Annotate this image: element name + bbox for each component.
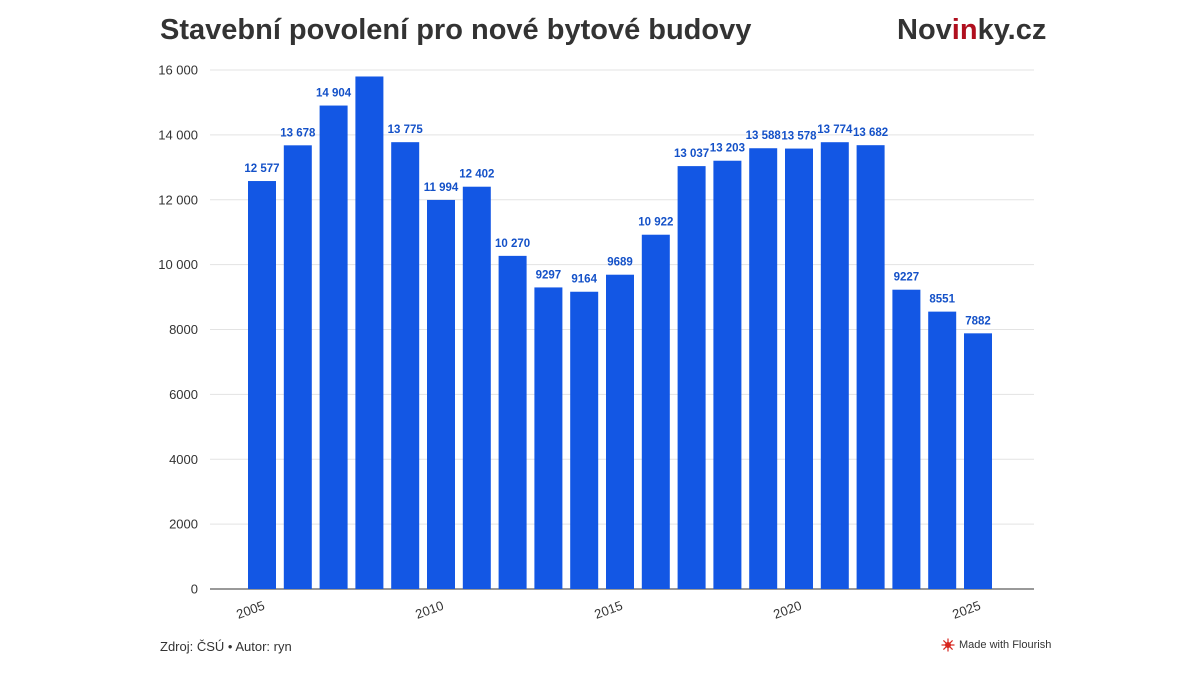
bar-value-label: 8551 [929, 294, 955, 306]
x-axis: 2005 2010 2015 2020 2025 [234, 598, 982, 622]
bar-2009 [391, 142, 420, 589]
x-tick-label: 2025 [950, 598, 982, 622]
bar-value-label: 13 588 [746, 130, 782, 142]
bar-value-label: 10 922 [638, 217, 673, 229]
bar-value-label: 9689 [607, 257, 633, 269]
flourish-credit[interactable]: Made with Flourish [941, 638, 1051, 652]
bar-2014 [570, 291, 599, 589]
bar-value-label: 13 037 [674, 148, 709, 160]
bar-2020 [785, 148, 813, 589]
logo-text-suffix: ky.cz [977, 14, 1047, 46]
y-axis: 0 2000 4000 6000 8000 10 000 12 000 14 000 16 00… [158, 63, 198, 597]
y-tick-label: 2000 [169, 517, 198, 532]
y-tick-label: 12 000 [158, 192, 198, 207]
y-tick-label: 0 [191, 582, 198, 597]
chart-title: Stavební povolení pro nové bytové budovy [160, 14, 752, 46]
flourish-logo-icon [941, 638, 955, 652]
bar-2023 [892, 289, 921, 589]
bar-2024 [928, 311, 957, 589]
bar-2018 [713, 160, 742, 589]
y-tick-label: 4000 [169, 452, 198, 467]
x-tick-label: 2015 [592, 598, 624, 622]
x-tick-label: 2005 [234, 598, 266, 622]
bar-2006 [283, 145, 312, 589]
bar-value-label: 11 994 [424, 182, 459, 194]
bar-2017 [677, 166, 706, 590]
bar-value-label: 13 775 [388, 124, 424, 136]
y-tick-label: 6000 [169, 387, 198, 402]
bar-value-label: 13 682 [853, 127, 888, 139]
source-note: Zdroj: ČSÚ • Autor: ryn [160, 639, 292, 654]
bar-2025 [964, 333, 992, 589]
bars [248, 76, 992, 590]
novinky-logo[interactable]: Novinky.cz [897, 14, 1046, 47]
x-tick-label: 2010 [413, 598, 445, 622]
bar-2012 [498, 255, 527, 589]
logo-text-highlight: in [951, 14, 978, 46]
bar-value-label: 7882 [965, 315, 991, 327]
bar-value-label: 13 678 [280, 127, 316, 139]
bar-2008 [355, 76, 384, 590]
bar-value-label: 12 577 [244, 163, 279, 175]
bar-2013 [534, 287, 563, 589]
bar-value-label: 9227 [894, 272, 920, 284]
y-tick-label: 8000 [169, 322, 198, 337]
y-tick-label: 14 000 [158, 127, 198, 142]
bar-value-label: 10 270 [495, 238, 530, 250]
bar-2016 [641, 234, 670, 589]
logo-text-prefix: Nov [897, 14, 952, 46]
y-tick-label: 16 000 [158, 63, 198, 78]
bar-2010 [427, 199, 455, 589]
x-tick-label: 2020 [771, 598, 803, 622]
bar-2021 [820, 142, 849, 589]
bar-value-label: 13 774 [817, 124, 853, 136]
bar-2005 [248, 181, 276, 589]
bar-2022 [856, 145, 885, 589]
bar-value-label: 13 203 [710, 143, 745, 155]
y-tick-label: 10 000 [158, 257, 198, 272]
bar-value-label: 9164 [571, 274, 597, 286]
bar-value-label: 14 904 [316, 88, 352, 100]
bar-value-label: 9297 [536, 269, 562, 281]
bar-2007 [319, 105, 348, 589]
bar-2019 [749, 148, 778, 589]
flourish-label: Made with Flourish [959, 639, 1052, 651]
bar-value-label: 13 578 [781, 131, 817, 143]
bar-2015 [606, 274, 634, 589]
bar-2011 [462, 186, 491, 589]
bar-value-label: 12 402 [459, 169, 494, 181]
